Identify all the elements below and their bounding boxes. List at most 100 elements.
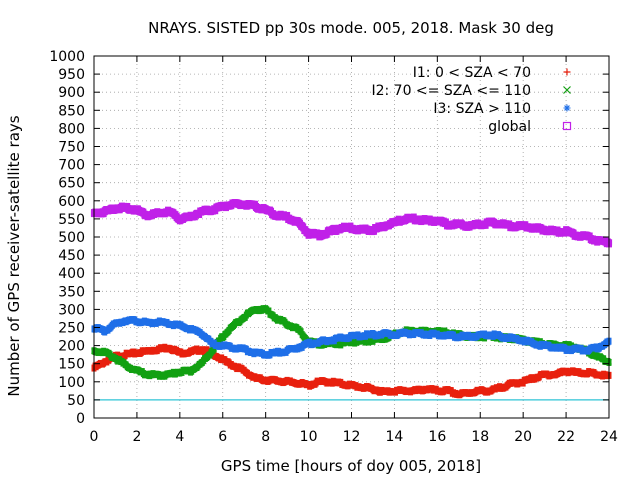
data-marker (349, 334, 354, 340)
data-marker (112, 355, 119, 362)
data-marker (434, 332, 440, 338)
y-tick-label: 0 (76, 411, 85, 427)
data-marker (338, 335, 344, 341)
data-marker (209, 348, 215, 354)
data-marker (220, 343, 226, 349)
data-marker (123, 204, 130, 212)
data-marker (112, 321, 118, 327)
data-marker (499, 384, 505, 390)
data-marker (327, 379, 333, 385)
legend-marker (563, 68, 571, 76)
data-marker (445, 388, 451, 394)
data-marker (284, 320, 291, 327)
data-marker (166, 344, 172, 350)
y-axis-label: Number of GPS receiver-satellite rays (5, 115, 23, 396)
grid (94, 56, 609, 418)
data-marker (563, 368, 569, 374)
data-marker (467, 334, 473, 340)
data-marker (230, 201, 237, 208)
data-marker (133, 368, 140, 374)
y-tick-label: 750 (58, 140, 85, 156)
y-tick-label: 100 (58, 375, 85, 391)
x-tick-label: 12 (343, 429, 361, 445)
x-tick-label: 18 (471, 429, 489, 445)
data-marker (262, 206, 269, 213)
data-marker (498, 221, 505, 228)
data-marker (337, 340, 344, 347)
data-marker (595, 354, 602, 361)
data-marker (166, 371, 173, 378)
data-marker (488, 388, 494, 394)
y-tick-label: 500 (58, 230, 85, 246)
data-marker (466, 223, 473, 230)
data-marker (134, 350, 140, 356)
data-marker (542, 343, 548, 349)
data-marker (198, 360, 205, 367)
data-marker (445, 332, 451, 338)
data-marker (402, 330, 408, 336)
data-marker (230, 344, 236, 350)
data-marker (273, 315, 280, 322)
data-marker (456, 334, 462, 340)
data-marker (177, 323, 183, 329)
data-marker (595, 237, 602, 244)
y-tick-label: 800 (58, 121, 85, 137)
axes: 0501001502002503003504004505005506006507… (49, 49, 618, 445)
y-tick-label: 850 (58, 103, 85, 119)
data-marker (252, 375, 258, 381)
data-marker (102, 328, 108, 334)
data-marker (520, 379, 526, 385)
data-marker (562, 228, 570, 235)
data-marker (541, 226, 548, 233)
data-marker (144, 371, 151, 378)
data-marker (241, 201, 248, 208)
data-marker (295, 380, 301, 386)
data-marker (305, 230, 312, 237)
data-marker (391, 388, 397, 394)
data-marker (423, 217, 430, 224)
legend-item-2: I2: 70 <= SZA <= 110 (371, 83, 571, 99)
y-tick-label: 50 (67, 393, 85, 409)
data-marker (133, 206, 141, 213)
data-marker (359, 384, 365, 390)
data-marker (467, 390, 473, 396)
data-marker (230, 363, 236, 369)
y-tick-label: 950 (58, 67, 85, 83)
x-tick-label: 22 (557, 429, 575, 445)
data-marker (349, 382, 354, 388)
series-4 (90, 199, 613, 248)
data-marker (295, 344, 301, 350)
series-group (90, 199, 613, 399)
data-marker (348, 224, 355, 232)
x-tick-label: 20 (514, 429, 532, 445)
data-marker (208, 206, 216, 213)
data-marker (209, 341, 215, 347)
data-marker (531, 341, 537, 347)
data-marker (370, 332, 376, 338)
data-marker (370, 386, 376, 392)
data-marker (381, 389, 387, 395)
data-marker (176, 368, 183, 375)
data-marker (273, 350, 279, 356)
data-marker (219, 203, 226, 210)
y-tick-label: 600 (58, 194, 85, 210)
data-marker (176, 215, 183, 222)
data-marker (413, 331, 419, 337)
data-marker (552, 228, 559, 235)
data-marker (327, 337, 333, 343)
data-marker (499, 334, 505, 340)
x-tick-label: 0 (90, 429, 99, 445)
data-marker (488, 332, 494, 338)
data-marker (145, 348, 151, 354)
data-marker (520, 337, 526, 343)
data-marker (434, 217, 441, 224)
data-marker (337, 224, 344, 232)
data-marker (391, 219, 398, 226)
data-marker (391, 332, 397, 338)
data-marker (381, 331, 387, 337)
data-marker (487, 219, 495, 226)
x-tick-label: 6 (218, 429, 227, 445)
data-marker (134, 318, 140, 324)
data-marker (155, 346, 161, 352)
data-marker (574, 370, 580, 376)
